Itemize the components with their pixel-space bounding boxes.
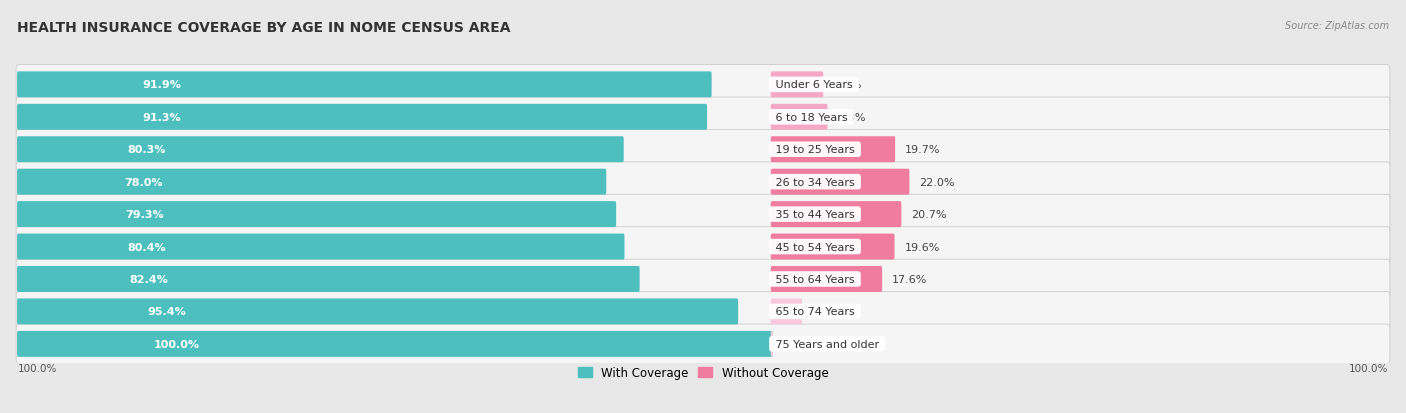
Text: 75 Years and older: 75 Years and older <box>772 339 883 349</box>
Text: 4.7%: 4.7% <box>813 307 841 317</box>
Text: HEALTH INSURANCE COVERAGE BY AGE IN NOME CENSUS AREA: HEALTH INSURANCE COVERAGE BY AGE IN NOME… <box>17 21 510 35</box>
Text: 26 to 34 Years: 26 to 34 Years <box>772 177 858 187</box>
FancyBboxPatch shape <box>770 137 896 163</box>
FancyBboxPatch shape <box>17 234 624 260</box>
FancyBboxPatch shape <box>17 331 773 357</box>
Text: 91.3%: 91.3% <box>142 112 180 123</box>
Text: Source: ZipAtlas.com: Source: ZipAtlas.com <box>1285 21 1389 31</box>
FancyBboxPatch shape <box>15 65 1391 105</box>
FancyBboxPatch shape <box>17 137 624 163</box>
Text: 35 to 44 Years: 35 to 44 Years <box>772 210 858 220</box>
Text: 20.7%: 20.7% <box>911 210 946 220</box>
FancyBboxPatch shape <box>770 266 882 292</box>
FancyBboxPatch shape <box>15 130 1391 170</box>
Text: 45 to 54 Years: 45 to 54 Years <box>772 242 858 252</box>
Text: 80.4%: 80.4% <box>127 242 166 252</box>
FancyBboxPatch shape <box>15 195 1391 234</box>
Text: 80.3%: 80.3% <box>127 145 166 155</box>
FancyBboxPatch shape <box>15 227 1391 267</box>
FancyBboxPatch shape <box>17 72 711 98</box>
FancyBboxPatch shape <box>15 98 1391 137</box>
FancyBboxPatch shape <box>770 72 824 98</box>
Text: 91.9%: 91.9% <box>143 80 181 90</box>
Text: 19 to 25 Years: 19 to 25 Years <box>772 145 858 155</box>
FancyBboxPatch shape <box>15 162 1391 202</box>
Text: 0.0%: 0.0% <box>783 339 811 349</box>
Text: 8.1%: 8.1% <box>834 80 862 90</box>
Text: 17.6%: 17.6% <box>891 274 928 284</box>
FancyBboxPatch shape <box>770 202 901 228</box>
Text: 19.6%: 19.6% <box>904 242 939 252</box>
FancyBboxPatch shape <box>17 169 606 195</box>
FancyBboxPatch shape <box>17 104 707 131</box>
FancyBboxPatch shape <box>17 299 738 325</box>
Text: 95.4%: 95.4% <box>148 307 187 317</box>
Text: 65 to 74 Years: 65 to 74 Years <box>772 307 858 317</box>
Text: 100.0%: 100.0% <box>18 363 58 373</box>
FancyBboxPatch shape <box>15 259 1391 299</box>
Text: 55 to 64 Years: 55 to 64 Years <box>772 274 858 284</box>
Text: 100.0%: 100.0% <box>153 339 200 349</box>
Text: 100.0%: 100.0% <box>1348 363 1388 373</box>
Text: 19.7%: 19.7% <box>905 145 941 155</box>
FancyBboxPatch shape <box>17 266 640 292</box>
FancyBboxPatch shape <box>770 169 910 195</box>
FancyBboxPatch shape <box>770 299 803 325</box>
Text: 78.0%: 78.0% <box>124 177 162 187</box>
Text: 82.4%: 82.4% <box>129 274 169 284</box>
Text: 22.0%: 22.0% <box>920 177 955 187</box>
Text: Under 6 Years: Under 6 Years <box>772 80 856 90</box>
FancyBboxPatch shape <box>15 292 1391 331</box>
FancyBboxPatch shape <box>770 104 828 131</box>
FancyBboxPatch shape <box>770 331 773 357</box>
Legend: With Coverage, Without Coverage: With Coverage, Without Coverage <box>572 362 834 384</box>
Text: 6 to 18 Years: 6 to 18 Years <box>772 112 851 123</box>
FancyBboxPatch shape <box>17 202 616 228</box>
FancyBboxPatch shape <box>15 324 1391 364</box>
Text: 8.8%: 8.8% <box>838 112 866 123</box>
FancyBboxPatch shape <box>770 234 894 260</box>
Text: 79.3%: 79.3% <box>125 210 165 220</box>
